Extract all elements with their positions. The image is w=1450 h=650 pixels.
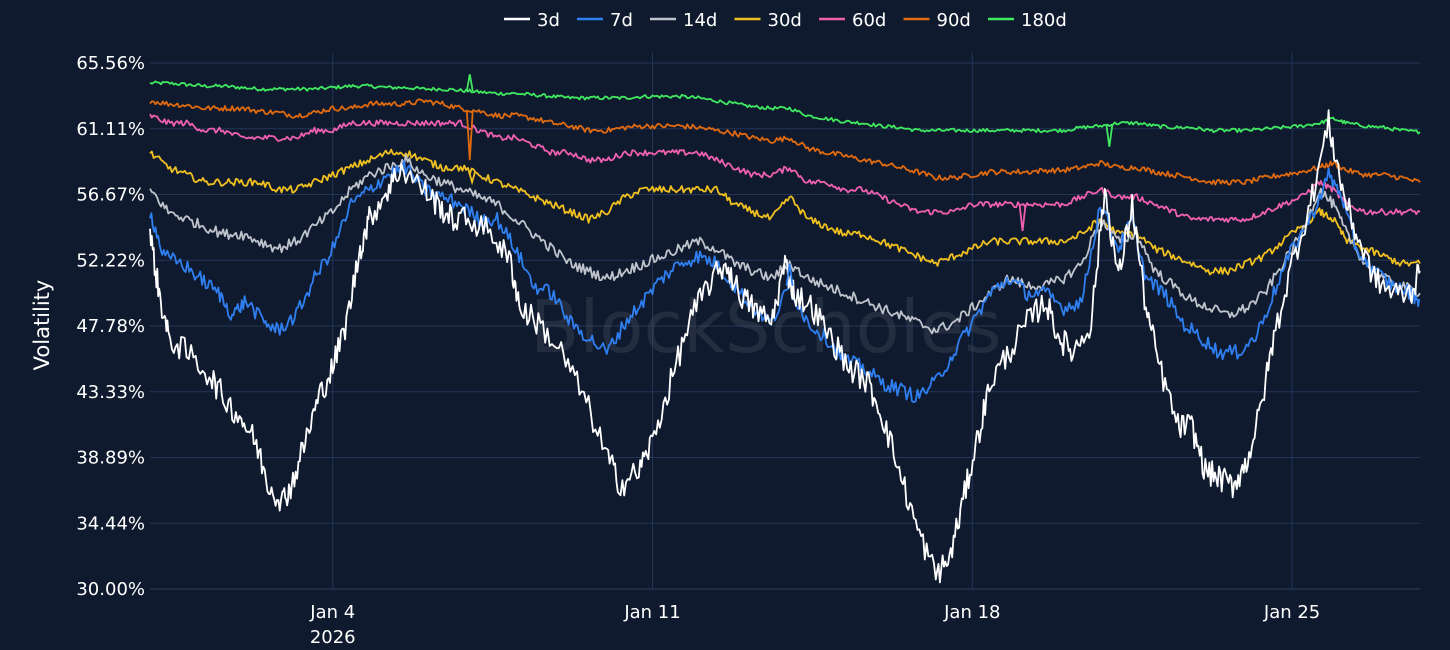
y-axis-ticks: 30.00% 34.44% 38.89% 43.33% 47.78% 52.22% 56.6… xyxy=(76,53,145,600)
legend-label: 60d xyxy=(852,10,886,31)
legend-label: 7d xyxy=(610,10,633,31)
legend-label: 30d xyxy=(768,10,802,31)
x-tick-sublabel: 2026 xyxy=(310,627,356,648)
series-line-60d xyxy=(149,113,1421,223)
legend-label: 180d xyxy=(1021,10,1067,31)
y-tick-label: 61.11% xyxy=(76,119,145,140)
series-spike-180d xyxy=(465,74,474,92)
series-line-30d xyxy=(149,148,1421,276)
legend[interactable]: 3d 7d 14d 30d 60d 90d 180d xyxy=(504,10,1067,31)
x-axis-ticks: Jan 4 2026 Jan 11 Jan 18 Jan 25 xyxy=(309,602,1320,648)
y-tick-label: 65.56% xyxy=(76,53,145,74)
legend-label: 14d xyxy=(683,10,717,31)
legend-item-3d[interactable]: 3d xyxy=(504,10,560,31)
series-line-14d xyxy=(149,154,1421,335)
x-tick-label: Jan 11 xyxy=(623,602,680,623)
series-layer xyxy=(149,74,1421,584)
legend-item-180d[interactable]: 180d xyxy=(988,10,1067,31)
legend-item-60d[interactable]: 60d xyxy=(819,10,886,31)
x-tick-label: Jan 18 xyxy=(943,602,1000,623)
series-spike-180d xyxy=(1105,124,1114,147)
series-spike-7d xyxy=(785,263,794,286)
y-tick-label: 52.22% xyxy=(76,250,145,271)
y-tick-label: 56.67% xyxy=(76,185,145,206)
legend-item-90d[interactable]: 90d xyxy=(903,10,971,31)
series-line-180d xyxy=(149,80,1421,135)
y-tick-label: 47.78% xyxy=(76,316,145,337)
y-tick-label: 34.44% xyxy=(76,513,145,534)
series-spike-30d xyxy=(468,171,476,186)
series-spike-90d xyxy=(465,109,474,161)
legend-item-30d[interactable]: 30d xyxy=(734,10,802,31)
legend-item-14d[interactable]: 14d xyxy=(650,10,717,31)
y-tick-label: 30.00% xyxy=(76,579,145,600)
legend-label: 3d xyxy=(537,10,560,31)
y-tick-label: 38.89% xyxy=(76,448,145,469)
y-tick-label: 43.33% xyxy=(76,382,145,403)
x-tick-label: Jan 25 xyxy=(1263,602,1320,623)
legend-item-7d[interactable]: 7d xyxy=(577,10,633,31)
series-line-3d xyxy=(149,109,1421,584)
watermark: BlockScholes xyxy=(530,285,1002,369)
x-tick-label: Jan 4 xyxy=(309,602,355,623)
series-line-90d xyxy=(149,98,1421,186)
legend-label: 90d xyxy=(937,10,971,31)
y-axis-title: Volatility xyxy=(30,280,54,371)
series-spike-60d xyxy=(1018,204,1027,232)
